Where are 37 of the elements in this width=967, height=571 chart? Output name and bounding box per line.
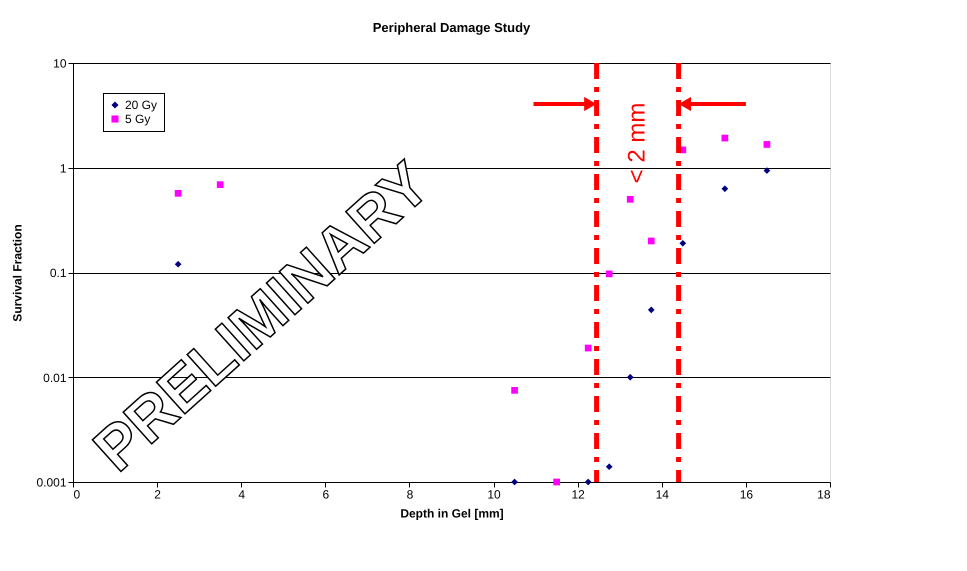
- point: [648, 306, 655, 314]
- y-tick-label: 10: [53, 56, 67, 70]
- point: [626, 374, 634, 381]
- x-tick-label: 12: [571, 488, 586, 502]
- point: [511, 478, 518, 486]
- point: [584, 344, 592, 352]
- legend-label: 20 Gy: [125, 98, 158, 112]
- y-tick-label: 0.001: [36, 476, 67, 490]
- chart-title: Peripheral Damage Study: [372, 20, 532, 35]
- x-axis-title: Depth in Gel [mm]: [400, 506, 504, 520]
- y-axis-title: Survival Fraction: [10, 224, 24, 322]
- x-tick-label: 18: [817, 488, 831, 502]
- x-tick-label: 16: [740, 488, 754, 502]
- point: [511, 386, 518, 394]
- point: [722, 185, 728, 192]
- y-tick-label: 0.01: [43, 370, 67, 385]
- point: [764, 141, 770, 148]
- x-tick-label: 8: [406, 488, 414, 502]
- x-tick-label: 2: [154, 488, 162, 502]
- legend-label: 5 Gy: [125, 112, 150, 126]
- x-tick-label: 10: [487, 488, 502, 502]
- point: [606, 270, 613, 278]
- point: [648, 238, 655, 244]
- point: [606, 463, 613, 470]
- point: [626, 196, 634, 203]
- point: [764, 167, 770, 174]
- x-tick-label: 0: [74, 488, 80, 502]
- point: [722, 134, 728, 142]
- point: [553, 478, 560, 486]
- x-tick-label: 4: [238, 488, 246, 502]
- x-tick-label: 6: [322, 488, 330, 502]
- y-tick-label: 0.1: [50, 266, 67, 280]
- point: [584, 478, 592, 486]
- point: [679, 240, 686, 247]
- annotation: < 2 mm: [624, 102, 651, 184]
- x-tick-label: 14: [656, 488, 670, 502]
- y-tick-label: 1: [60, 161, 67, 176]
